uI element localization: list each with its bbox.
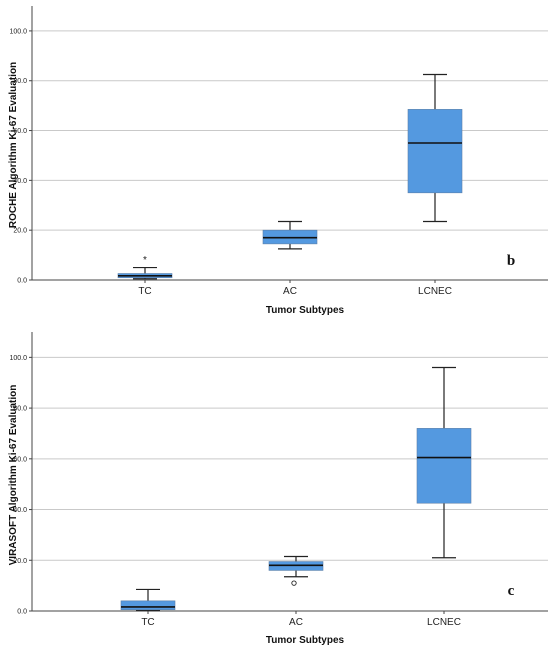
y-tick-label: 100.0	[9, 355, 27, 362]
y-tick-label: 0.0	[17, 609, 27, 616]
panel-label: b	[507, 253, 515, 269]
iqr-box	[120, 600, 176, 611]
y-tick-label: 40.0	[13, 507, 27, 514]
x-tick-label: LCNEC	[427, 617, 461, 628]
x-tick-label: TC	[138, 286, 151, 297]
iqr-box	[416, 428, 472, 504]
chart-panel-b: 0.0 20.0 40.0 60.0 80.0 100.0 TC AC LCNEC * Tumor …	[8, 6, 548, 316]
y-tick-label: 0.0	[17, 278, 27, 285]
y-tick-label: 80.0	[13, 78, 27, 85]
x-tick-label: TC	[141, 617, 154, 628]
y-tick-label: 40.0	[13, 178, 27, 185]
x-tick-label: LCNEC	[418, 286, 452, 297]
y-axis-title: VIRASOFT Algorithm Ki-67 Evaluation	[8, 385, 19, 566]
y-tick-label: 20.0	[13, 228, 27, 235]
box-tc: *	[117, 255, 173, 280]
y-axis-title: ROCHE Algorithm Ki-67 Evaluation	[8, 62, 19, 228]
extreme-point: *	[143, 255, 147, 266]
x-axis-title: Tumor Subtypes	[266, 305, 345, 316]
box-tc	[120, 588, 176, 612]
box-lcnec	[416, 366, 472, 559]
panel-label: c	[508, 583, 515, 599]
x-axis-title: Tumor Subtypes	[266, 635, 345, 646]
y-tick-label: 20.0	[13, 558, 27, 565]
x-tick-label: AC	[283, 286, 297, 297]
outlier-point	[291, 580, 297, 586]
x-tick-label: AC	[289, 617, 303, 628]
chart-panel-c: 0.0 20.0 40.0 60.0 80.0 100.0 TC AC LCNEC Tumor S…	[8, 332, 548, 646]
y-tick-label: 60.0	[13, 456, 27, 463]
iqr-box	[407, 109, 463, 194]
box-ac	[268, 555, 324, 586]
box-lcnec	[407, 73, 463, 223]
box-ac	[262, 220, 318, 250]
y-tick-label: 100.0	[9, 28, 27, 35]
y-tick-label: 80.0	[13, 406, 27, 413]
y-tick-label: 60.0	[13, 128, 27, 135]
